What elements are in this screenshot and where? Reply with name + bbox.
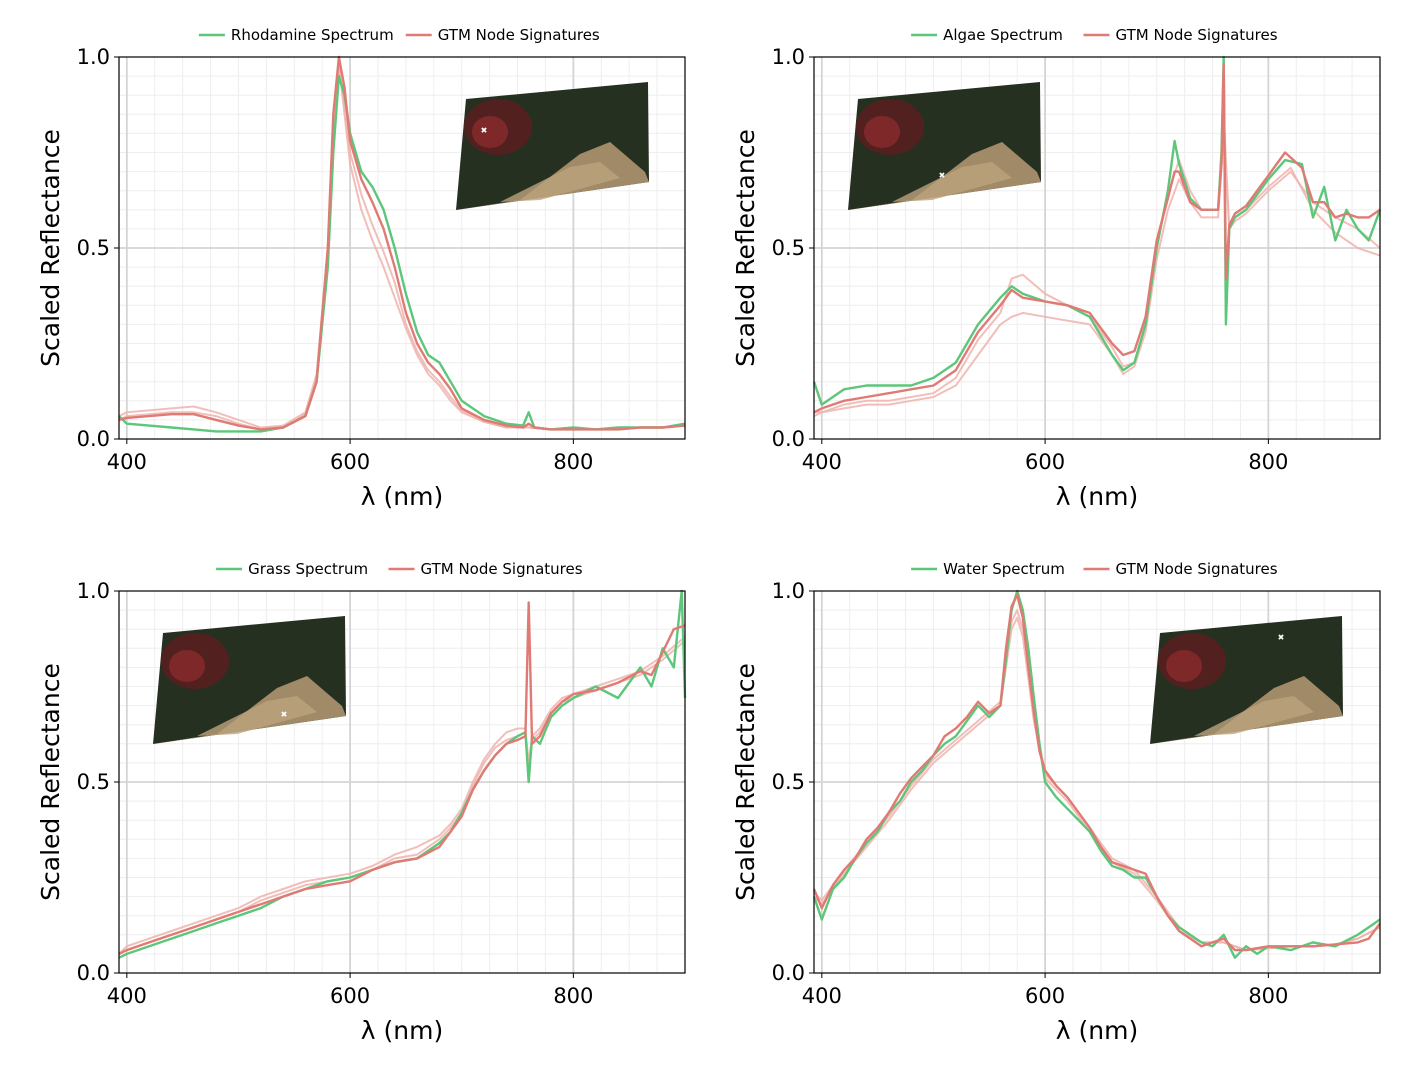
inset-scene-thumbnail: ✖ <box>456 82 649 210</box>
inset-sand <box>500 162 620 202</box>
legend-label-reference: Grass Spectrum <box>248 560 368 578</box>
x-axis-label: λ (nm) <box>361 482 443 511</box>
legend-label-signature: GTM Node Signatures <box>421 560 583 578</box>
y-tick-label: 1.0 <box>772 579 805 603</box>
y-tick-label: 0.0 <box>772 427 805 451</box>
y-axis-label: Scaled Reflectance <box>731 663 760 901</box>
x-tick-label: 800 <box>553 450 593 474</box>
legend: Water Spectrum GTM Node Signatures <box>911 560 1278 578</box>
chart-panel-1: ✖ 400 600 800 0.0 0.5 1.0 λ (nm) Scaled Reflecta… <box>36 26 686 511</box>
series-line-signature-1 <box>812 593 1381 952</box>
x-tick-label: 600 <box>330 984 370 1008</box>
legend-label-signature: GTM Node Signatures <box>1116 26 1278 44</box>
inset-sand <box>197 696 317 736</box>
x-tick-label: 400 <box>107 984 147 1008</box>
x-tick-label: 600 <box>1025 984 1065 1008</box>
chart-panel-3: ✖ 400 600 800 0.0 0.5 1.0 λ (nm) Scaled Reflecta… <box>36 560 687 1045</box>
series-line-signature-1 <box>813 63 1381 414</box>
inset-location-marker: ✖ <box>481 126 488 135</box>
inset-location-marker: ✖ <box>939 171 946 180</box>
x-tick-label: 400 <box>802 984 842 1008</box>
y-tick-label: 0.0 <box>772 961 805 985</box>
legend-label-reference: Water Spectrum <box>943 560 1065 578</box>
legend-label-signature: GTM Node Signatures <box>438 26 600 44</box>
inset-dye-core <box>472 116 508 148</box>
series-line-signature-1 <box>118 55 686 431</box>
y-tick-label: 0.5 <box>77 236 110 260</box>
y-tick-label: 1.0 <box>77 579 110 603</box>
x-tick-label: 600 <box>1025 450 1065 474</box>
x-tick-label: 800 <box>553 984 593 1008</box>
legend-label-reference: Algae Spectrum <box>943 26 1063 44</box>
x-axis-label: λ (nm) <box>1056 1016 1138 1045</box>
inset-location-marker: ✖ <box>281 710 288 719</box>
inset-location-marker: ✖ <box>1278 633 1285 642</box>
y-axis-label: Scaled Reflectance <box>731 129 760 367</box>
chart-panel-4: ✖ 400 600 800 0.0 0.5 1.0 λ (nm) Scaled Reflecta… <box>731 560 1381 1045</box>
y-axis-label: Scaled Reflectance <box>36 129 65 367</box>
x-tick-label: 800 <box>1248 450 1288 474</box>
inset-dye-core <box>1166 650 1202 682</box>
inset-scene-thumbnail: ✖ <box>1150 616 1343 744</box>
x-tick-label: 800 <box>1248 984 1288 1008</box>
y-tick-label: 0.0 <box>77 961 110 985</box>
inset-dye-core <box>864 116 900 148</box>
legend: Rhodamine Spectrum GTM Node Signatures <box>198 26 600 44</box>
y-tick-label: 1.0 <box>77 45 110 69</box>
inset-scene-thumbnail: ✖ <box>848 82 1041 210</box>
legend-label-reference: Rhodamine Spectrum <box>231 26 394 44</box>
x-axis-label: λ (nm) <box>361 1016 443 1045</box>
inset-sand <box>892 162 1012 202</box>
series-line-signature_faint-2 <box>118 636 686 955</box>
series-line-signature-1 <box>118 601 686 955</box>
legend: Grass Spectrum GTM Node Signatures <box>216 560 583 578</box>
y-axis-label: Scaled Reflectance <box>36 663 65 901</box>
x-tick-label: 400 <box>107 450 147 474</box>
inset-dye-core <box>169 650 205 682</box>
x-tick-label: 600 <box>330 450 370 474</box>
y-tick-label: 0.0 <box>77 427 110 451</box>
series-line-signature_faint-3 <box>813 132 1381 417</box>
y-tick-label: 0.5 <box>772 236 805 260</box>
chart-panel-2: ✖ 400 600 800 0.0 0.5 1.0 λ (nm) Scaled Reflecta… <box>731 26 1382 511</box>
x-axis-label: λ (nm) <box>1056 482 1138 511</box>
inset-scene-thumbnail: ✖ <box>153 616 346 744</box>
legend-label-signature: GTM Node Signatures <box>1116 560 1278 578</box>
legend: Algae Spectrum GTM Node Signatures <box>911 26 1278 44</box>
y-tick-label: 0.5 <box>77 770 110 794</box>
x-tick-label: 400 <box>802 450 842 474</box>
y-tick-label: 1.0 <box>772 45 805 69</box>
inset-sand <box>1194 696 1314 736</box>
y-tick-label: 0.5 <box>772 770 805 794</box>
